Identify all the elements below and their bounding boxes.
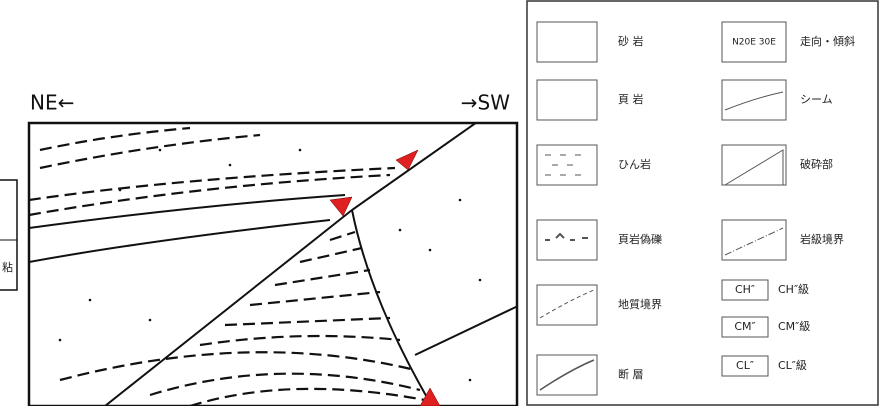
legend-label: 断 層 — [618, 367, 644, 381]
legend-label: 頁岩偽礫 — [618, 232, 662, 246]
rock-class-symbol: CH″ — [735, 283, 755, 296]
legend-label: 岩級境界 — [800, 232, 844, 246]
legend-label: 地質境界 — [618, 297, 662, 311]
legend-label: 走向・傾斜 — [800, 34, 855, 48]
side-note: 粘 — [2, 260, 13, 274]
rock-class-label: CM″級 — [778, 320, 810, 333]
page: 粘 NE← →SW — [0, 0, 879, 406]
rock-class-label: CL″級 — [778, 359, 807, 372]
legend: 砂 岩 頁 岩 ひん岩 頁岩偽礫 地質境界 断 層 N20E 30E 走向・傾斜… — [527, 1, 878, 405]
legend-label: 頁 岩 — [618, 92, 644, 106]
right-direction: →SW — [461, 91, 510, 115]
strike-symbol: N20E 30E — [732, 38, 776, 48]
rock-class-label: CH″級 — [778, 283, 809, 296]
rock-class-symbol: CM″ — [734, 320, 755, 333]
cross-section — [29, 120, 520, 406]
legend-label: ひん岩 — [618, 157, 651, 171]
legend-label: シーム — [800, 93, 833, 106]
legend-label: 破砕部 — [800, 157, 833, 171]
left-direction: NE← — [30, 91, 74, 115]
legend-label: 砂 岩 — [618, 34, 644, 48]
rock-class-symbol: CL″ — [736, 359, 754, 372]
